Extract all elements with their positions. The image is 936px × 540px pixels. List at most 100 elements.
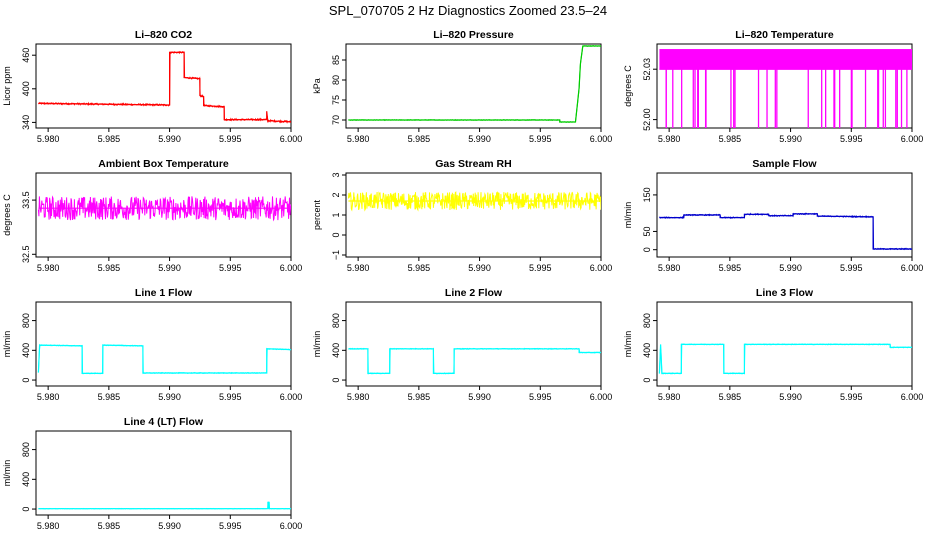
x-tick-label: 5.990 [468,134,491,144]
chart-ambient-box-temperature: Ambient Box Temperature 5.980 5.985 5.990 5.… [2,158,302,273]
x-tick-label: 6.000 [590,263,613,273]
x-tick-label: 6.000 [280,392,303,402]
x-tick-label: 5.980 [347,134,370,144]
y-tick-label: −1 [331,250,341,260]
y-tick-label: 400 [21,472,31,487]
series-step-line [659,213,912,250]
y-axis-label: ml/min [623,202,633,229]
y-tick-label: 70 [331,115,341,125]
x-tick-label: 5.985 [408,263,431,273]
y-tick-label: 52.00 [642,108,652,131]
chart-title: Ambient Box Temperature [98,158,229,170]
x-tick-label: 5.985 [98,134,121,144]
x-tick-label: 5.990 [158,263,181,273]
series-line [659,212,912,251]
chart-title: Li–820 Pressure [433,29,514,41]
series-line [348,45,601,123]
x-tick-label: 5.990 [779,392,802,402]
x-tick-label: 6.000 [280,134,303,144]
series-line [38,50,291,124]
y-tick-label: 2 [331,192,341,197]
series-line [38,501,291,510]
x-tick-label: 5.995 [219,263,242,273]
y-axis-label: ml/min [312,331,322,358]
plot-frame [345,172,602,258]
x-tick-label: 5.995 [529,134,552,144]
chart-title: Sample Flow [752,158,817,170]
plot-frame [35,43,292,129]
y-tick-label: 32.5 [21,246,31,264]
y-tick-label: 150 [642,187,652,202]
x-tick-label: 5.980 [658,392,681,402]
plot-frame [345,301,602,387]
x-tick-label: 5.980 [347,263,370,273]
x-tick-label: 5.990 [779,134,802,144]
chart-li-820-pressure: Li–820 Pressure 5.980 5.985 5.990 5.995 6.000… [312,29,612,144]
x-tick-label: 5.985 [719,263,742,273]
plot-frame [35,430,292,516]
y-tick-label: 0 [331,378,341,383]
y-tick-label: 80 [331,75,341,85]
figure-title: SPL_070705 2 Hz Diagnostics Zoomed 23.5–… [329,3,607,18]
chart-li-820-co2: Li–820 CO2 5.980 5.985 5.990 5.995 6.000 340 40… [2,29,302,144]
series-step-line [37,344,291,374]
x-tick-label: 5.985 [98,263,121,273]
y-tick-label: 85 [331,55,341,65]
x-tick-label: 5.985 [408,134,431,144]
x-tick-label: 5.995 [219,134,242,144]
x-tick-label: 5.995 [840,392,863,402]
y-tick-label: 0 [21,378,31,383]
y-axis-label: ml/min [2,331,12,358]
x-tick-label: 5.980 [347,392,370,402]
x-tick-label: 5.980 [658,134,681,144]
y-tick-label: 340 [21,115,31,130]
chart-sample-flow: Sample Flow 5.980 5.985 5.990 5.995 6.000 0 50 1… [623,158,923,273]
x-tick-label: 5.980 [37,521,60,531]
x-tick-label: 5.980 [658,263,681,273]
y-axis-label: kPa [312,78,322,94]
x-tick-label: 5.995 [529,392,552,402]
x-tick-label: 5.985 [408,392,431,402]
y-axis-label: ml/min [623,331,633,358]
chart-panels: Li–820 CO2 5.980 5.985 5.990 5.995 6.000 340 40… [2,29,923,531]
x-tick-label: 6.000 [280,521,303,531]
x-tick-label: 5.990 [158,521,181,531]
y-tick-label: 33.5 [21,191,31,209]
chart-title: Line 3 Flow [756,287,814,299]
x-tick-label: 5.995 [529,263,552,273]
plot-frame [35,172,292,258]
x-tick-label: 6.000 [280,263,303,273]
x-tick-label: 5.990 [468,263,491,273]
series-line [348,347,601,375]
chart-title: Gas Stream RH [435,158,511,170]
y-tick-label: 800 [642,313,652,328]
chart-line-2-flow: Line 2 Flow 5.980 5.985 5.990 5.995 6.000 0 400… [312,287,612,402]
temperature-band [659,49,912,70]
series-step-line [348,45,601,123]
y-tick-label: 800 [21,442,31,457]
x-tick-label: 5.995 [219,392,242,402]
y-tick-label: 800 [21,313,31,328]
y-tick-label: 0 [331,232,341,237]
y-tick-label: 400 [642,343,652,358]
series-line [347,191,601,212]
chart-title: Line 4 (LT) Flow [124,416,204,428]
x-tick-label: 5.985 [719,134,742,144]
y-tick-label: 400 [21,81,31,96]
x-tick-label: 6.000 [901,134,924,144]
series-step-line [38,501,291,510]
x-tick-label: 5.990 [779,263,802,273]
x-tick-label: 5.995 [840,134,863,144]
x-tick-label: 6.000 [901,263,924,273]
series-step-line [348,348,601,374]
x-tick-label: 5.980 [37,392,60,402]
y-axis-label: Licor ppm [2,66,12,106]
chart-title: Li–820 Temperature [735,29,834,41]
x-tick-label: 5.995 [840,263,863,273]
chart-title: Line 2 Flow [445,287,503,299]
chart-li-820-temperature: Li–820 Temperature 5.980 5.985 5.990 5.995 6.… [623,29,923,144]
series-step-line [658,343,912,374]
chart-gas-stream-rh: Gas Stream RH 5.980 5.985 5.990 5.995 6.000 −1… [312,158,612,273]
y-tick-label: 400 [331,343,341,358]
